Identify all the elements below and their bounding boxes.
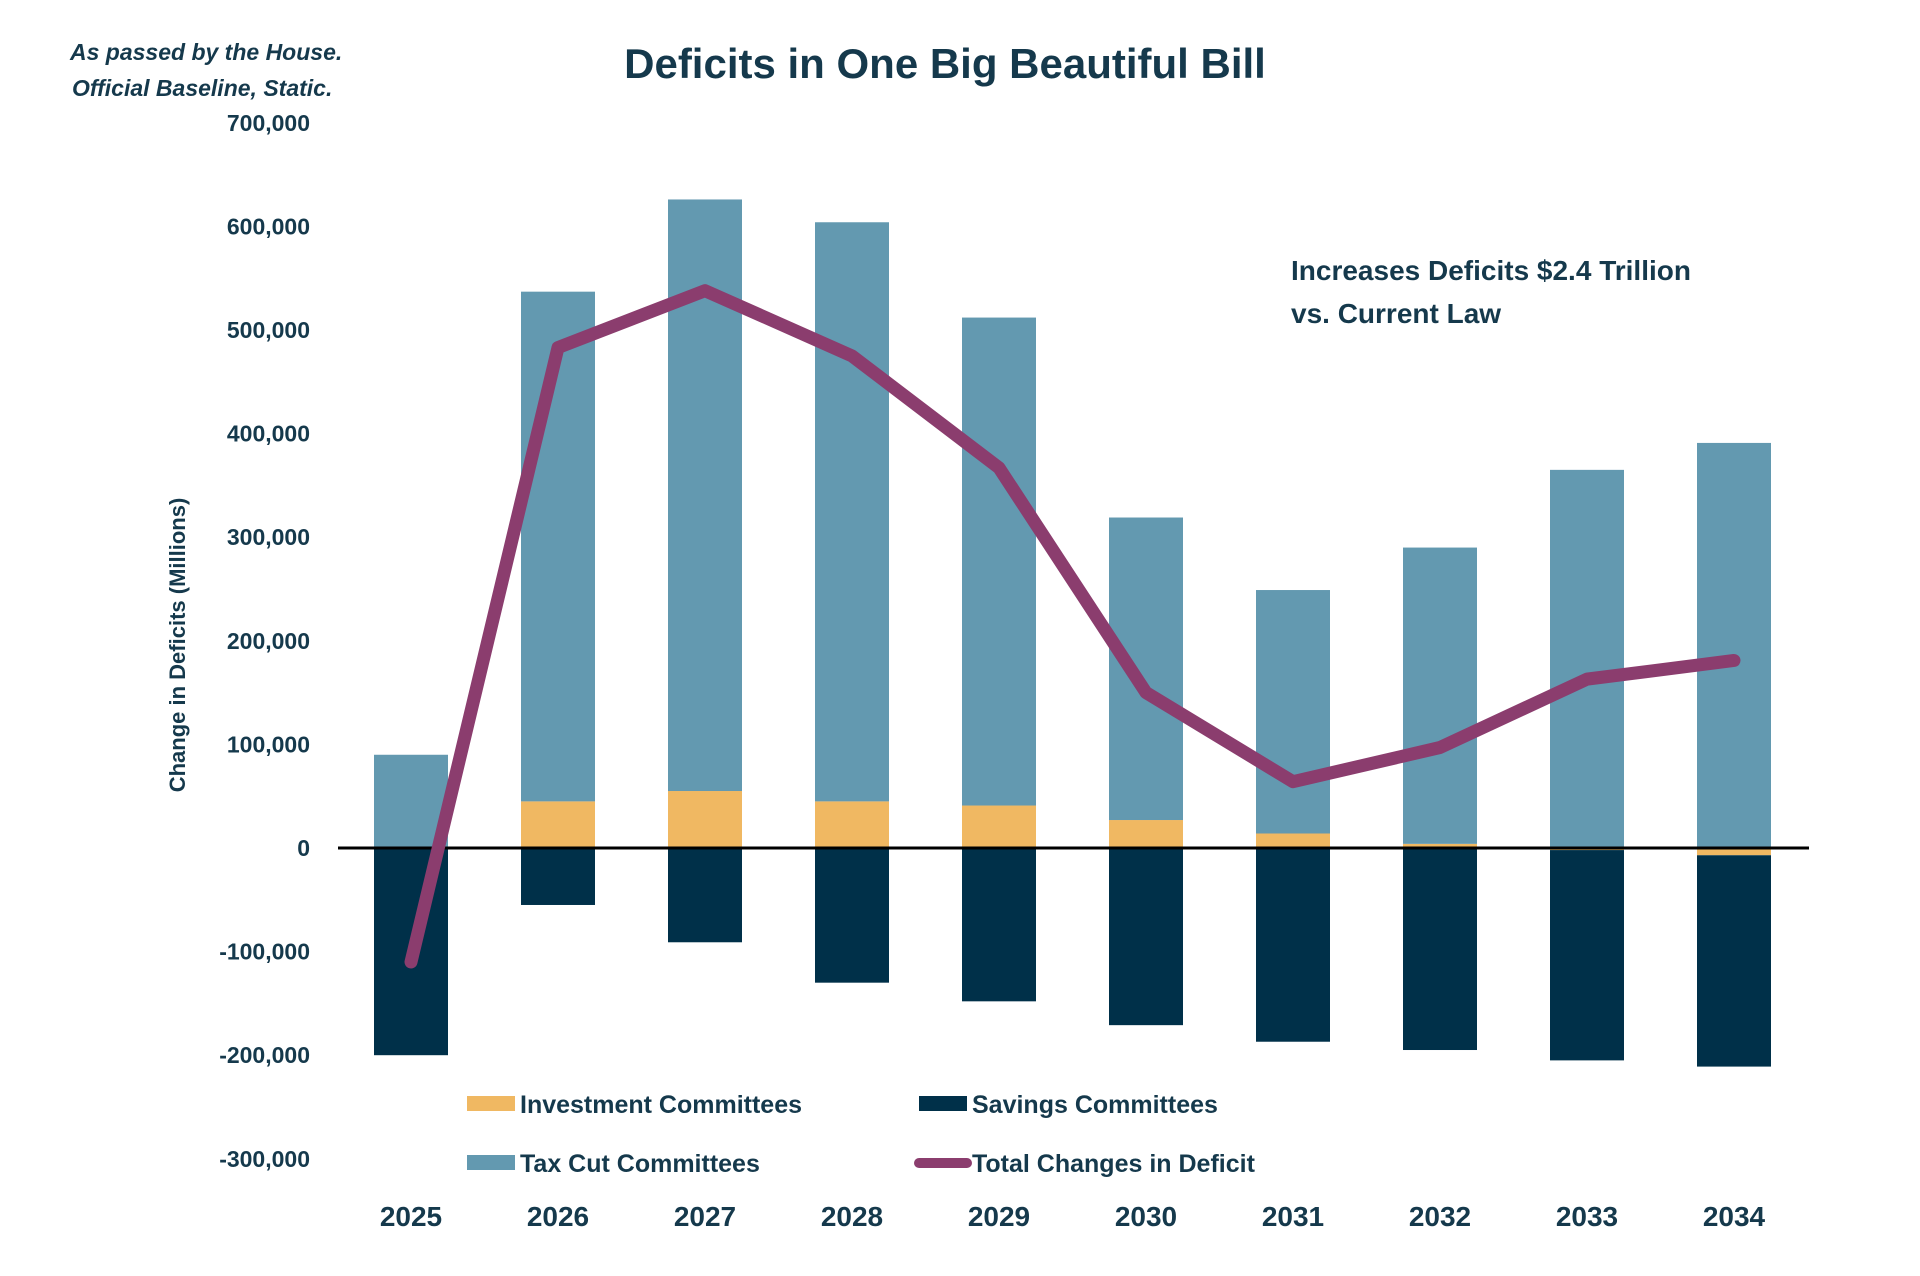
bar-tax-cut <box>962 317 1036 806</box>
bar-savings <box>1550 850 1624 1061</box>
line-total-changes <box>404 284 1741 969</box>
bar-tax-cut <box>1109 517 1183 821</box>
bar-investment <box>1256 833 1330 848</box>
y-axis-label: Change in Deficits (Millions) <box>165 498 190 793</box>
x-tick-label: 2027 <box>674 1201 736 1232</box>
bar-savings <box>668 848 742 943</box>
y-tick-label: 700,000 <box>227 110 310 136</box>
y-tick-label: -200,000 <box>219 1042 310 1068</box>
y-tick-label: 400,000 <box>227 421 310 447</box>
annotation-line-1: Increases Deficits $2.4 Trillion <box>1291 255 1691 286</box>
legend-label: Total Changes in Deficit <box>972 1150 1256 1178</box>
y-tick-label: 100,000 <box>227 731 310 757</box>
x-tick-label: 2030 <box>1115 1201 1177 1232</box>
x-tick-label: 2031 <box>1262 1201 1324 1232</box>
y-tick-label: -100,000 <box>219 939 310 965</box>
bar-savings <box>1109 848 1183 1026</box>
x-tick-label: 2032 <box>1409 1201 1471 1232</box>
y-tick-label: 0 <box>297 835 310 861</box>
bar-savings <box>815 848 889 983</box>
x-tick-label: 2029 <box>968 1201 1030 1232</box>
chart-title: Deficits in One Big Beautiful Bill <box>624 40 1266 87</box>
bar-savings <box>1256 848 1330 1042</box>
bar-tax-cut <box>1550 469 1624 848</box>
annotation-line-2: vs. Current Law <box>1291 298 1501 329</box>
bar-savings <box>521 848 595 905</box>
y-tick-label: 500,000 <box>227 317 310 343</box>
bar-savings <box>1403 848 1477 1051</box>
legend-swatch <box>919 1096 967 1111</box>
x-tick-label: 2026 <box>527 1201 589 1232</box>
x-tick-label: 2028 <box>821 1201 883 1232</box>
y-tick-label: -300,000 <box>219 1146 310 1172</box>
y-tick-label: 300,000 <box>227 524 310 550</box>
bar-tax-cut <box>815 222 889 802</box>
x-tick-label: 2025 <box>380 1201 442 1232</box>
legend-label: Savings Committees <box>972 1091 1218 1119</box>
subtitle-line-1: As passed by the House. <box>69 39 342 65</box>
bar-investment <box>1109 820 1183 848</box>
bar-savings <box>1697 855 1771 1067</box>
y-tick-label: 600,000 <box>227 213 310 239</box>
bar-tax-cut <box>1403 547 1477 844</box>
subtitle-line-2: Official Baseline, Static. <box>72 75 332 101</box>
bar-savings <box>962 848 1036 1002</box>
bar-investment <box>1403 843 1477 848</box>
bar-investment <box>1697 848 1771 856</box>
bar-investment <box>668 791 742 848</box>
bar-tax-cut <box>1256 590 1330 834</box>
y-tick-label: 200,000 <box>227 628 310 654</box>
x-tick-label: 2033 <box>1556 1201 1618 1232</box>
legend-swatch <box>467 1155 515 1170</box>
bar-investment <box>815 801 889 848</box>
bar-investment <box>521 801 595 848</box>
bar-investment <box>962 805 1036 848</box>
legend-label: Tax Cut Committees <box>520 1150 760 1178</box>
bar-tax-cut <box>521 291 595 802</box>
legend-label: Investment Committees <box>520 1091 802 1119</box>
x-tick-label: 2034 <box>1703 1201 1766 1232</box>
bar-tax-cut <box>1697 442 1771 848</box>
legend-swatch <box>467 1096 515 1111</box>
